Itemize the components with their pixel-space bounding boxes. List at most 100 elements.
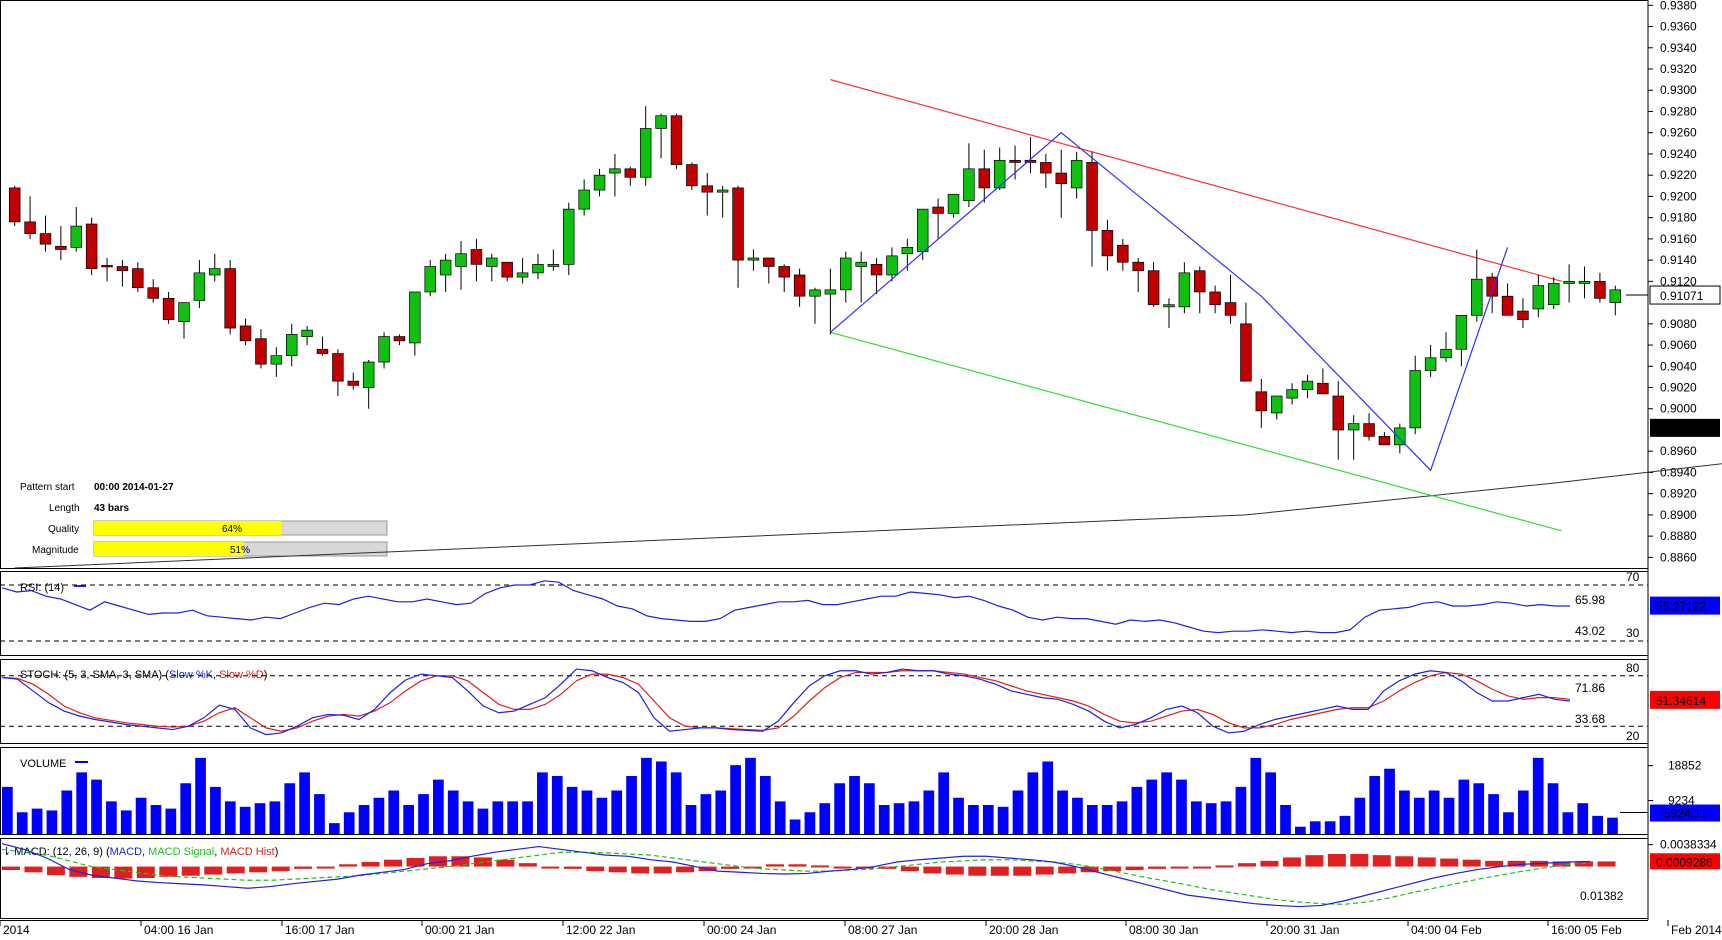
candle <box>1163 298 1175 329</box>
candle <box>362 359 375 409</box>
macd-hist-bar <box>631 866 650 874</box>
macd-hist-bar <box>518 863 537 867</box>
price-tick-label: 0.9180 <box>1660 211 1697 225</box>
macd-hist-bar <box>1058 866 1077 874</box>
volume-bar <box>195 757 206 834</box>
macd-hist-bar <box>428 856 447 867</box>
volume-bar <box>1205 803 1217 834</box>
candle <box>1471 249 1483 322</box>
macd-title: ⇂ MACD: (12, 26, 9) (MACD, MACD Signal, … <box>2 846 278 858</box>
candle-body <box>101 265 113 268</box>
candle-body <box>1224 302 1237 316</box>
candle-body <box>763 257 775 267</box>
candle-body <box>1440 348 1452 359</box>
volume-bar <box>210 786 221 834</box>
volume-bar <box>1517 790 1529 834</box>
price-tick-label: 0.9120 <box>1660 274 1697 288</box>
macd-hist-bar <box>316 866 335 869</box>
volume-bar <box>1369 776 1381 834</box>
macd-hist-bar <box>496 859 515 867</box>
candle-body <box>1547 283 1560 306</box>
candle <box>1147 262 1160 307</box>
candle-body <box>624 168 637 178</box>
ma-value-tag <box>1650 418 1720 437</box>
volume-bar <box>1503 812 1514 834</box>
candle <box>639 106 652 186</box>
macd-hist-bar <box>271 866 290 872</box>
macd-hist-bar <box>1103 866 1122 872</box>
candle-body <box>1163 304 1175 308</box>
macd-current-value: 0.0009286 <box>1656 855 1713 869</box>
candle <box>1409 355 1421 435</box>
candle-body <box>1609 289 1622 303</box>
volume-bar <box>373 797 385 834</box>
candle <box>1055 149 1067 218</box>
macd-hist-bar <box>968 866 987 876</box>
candle <box>1363 412 1375 441</box>
candle-body <box>547 264 560 267</box>
moving-average-line <box>14 463 1722 569</box>
volume-bar <box>106 801 117 834</box>
candle-body <box>670 115 683 165</box>
candle-body <box>1532 285 1545 310</box>
volume-bar <box>1532 757 1544 834</box>
candle <box>8 185 21 227</box>
macd-legend-signal: MACD Signal <box>148 846 214 858</box>
candle-body <box>1394 427 1406 446</box>
stoch-k-line <box>1 668 1571 736</box>
volume-bar <box>150 805 162 834</box>
macd-hist-bar <box>1237 863 1256 867</box>
time-axis-label: 2014 <box>3 923 30 935</box>
macd-hist-bar <box>1597 861 1616 867</box>
macd-hist-bar <box>923 866 942 874</box>
rsi-title: RSI: (14) <box>20 582 64 594</box>
macd-hist-bar <box>114 866 133 879</box>
candle <box>24 196 36 239</box>
volume-bar <box>328 823 340 834</box>
candle <box>1178 262 1191 314</box>
candle-body <box>24 221 36 234</box>
candle <box>285 323 298 367</box>
candle <box>1240 302 1252 382</box>
candle-body <box>85 223 98 269</box>
volume-bar <box>1280 805 1291 834</box>
macd-hist-bar <box>833 866 852 869</box>
rsi-scale-high: 65.98 <box>1575 593 1605 607</box>
macd-hist-bar <box>159 866 178 877</box>
candle <box>855 251 867 303</box>
volume-bar <box>1399 790 1410 834</box>
candle-body <box>809 289 821 297</box>
candle <box>1024 136 1037 174</box>
volume-bar <box>938 772 950 834</box>
candle <box>209 253 221 282</box>
volume-current-value: 5924.11 <box>1664 807 1707 821</box>
candle-body <box>70 225 82 248</box>
volume-bar <box>849 776 860 834</box>
candle <box>55 226 67 261</box>
macd-hist-bar <box>1193 866 1212 869</box>
candle-body <box>963 168 975 202</box>
candle-body <box>578 189 590 210</box>
macd-hist-bar <box>563 866 582 869</box>
time-axis-label: 08:00 30 Jan <box>1129 923 1198 935</box>
price-tick-label: 0.9280 <box>1660 104 1697 118</box>
volume-bar <box>76 772 88 834</box>
macd-legend-hist: MACD Hist <box>220 846 274 858</box>
macd-line <box>1 843 1591 908</box>
candle-body <box>8 187 21 223</box>
macd-hist-bar <box>541 866 560 869</box>
candle <box>332 349 344 397</box>
macd-hist-bar <box>1395 856 1414 867</box>
candle <box>1317 368 1329 395</box>
volume-bar <box>700 794 712 834</box>
candle <box>1301 374 1314 399</box>
candle <box>578 179 590 216</box>
rsi-current-tag <box>1650 596 1720 615</box>
candle <box>716 185 729 218</box>
candle <box>916 208 929 261</box>
volume-bar <box>611 790 623 834</box>
volume-bar <box>1265 772 1277 834</box>
candle <box>993 147 1006 191</box>
stoch-title-text: STOCH: (5, 3, SMA, 3, SMA) <box>20 669 162 681</box>
